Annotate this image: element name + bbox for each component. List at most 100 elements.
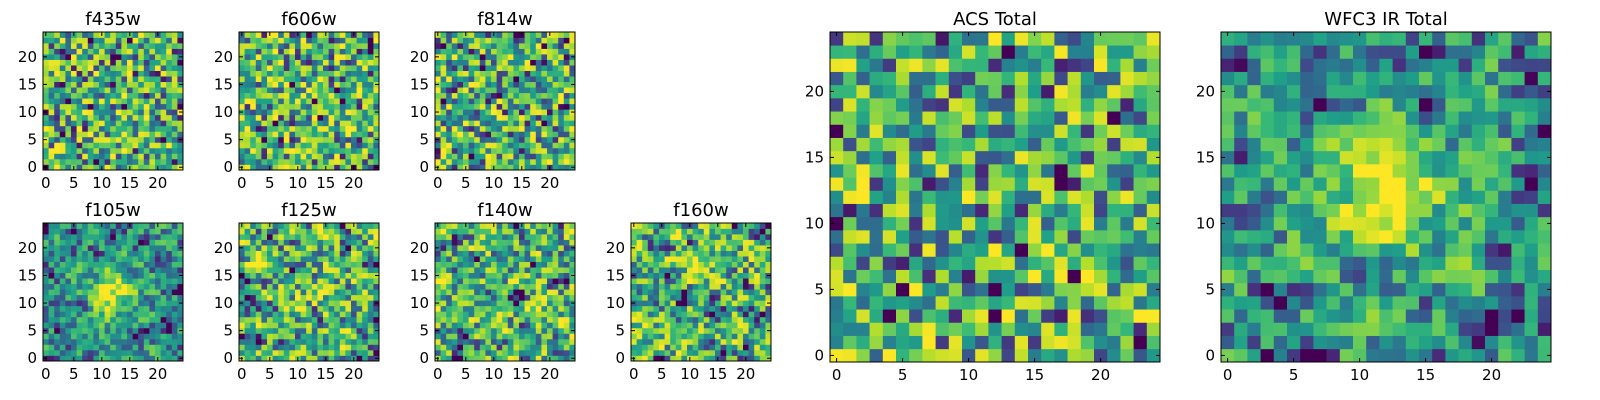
heatmap-cell bbox=[720, 311, 727, 318]
heatmap-cell bbox=[149, 81, 156, 88]
heatmap-cell bbox=[530, 65, 537, 71]
heatmap-cell bbox=[569, 333, 576, 340]
heatmap-cell bbox=[104, 256, 111, 262]
heatmap-cell bbox=[43, 125, 49, 132]
heatmap-cell bbox=[48, 322, 55, 329]
heatmap-cell bbox=[715, 261, 721, 268]
heatmap-cell bbox=[1146, 256, 1161, 270]
heatmap-cell bbox=[547, 322, 553, 329]
heatmap-cell bbox=[54, 147, 61, 154]
heatmap-cell bbox=[283, 54, 290, 60]
heatmap-cell bbox=[143, 294, 150, 301]
heatmap-cell bbox=[48, 87, 55, 94]
heatmap-cell bbox=[1094, 309, 1108, 323]
heatmap-cell bbox=[272, 120, 279, 127]
heatmap-cell bbox=[675, 278, 682, 285]
heatmap-cell bbox=[759, 333, 766, 340]
heatmap-cell bbox=[306, 103, 313, 110]
heatmap-cell bbox=[558, 256, 565, 262]
heatmap-cell bbox=[362, 250, 369, 257]
heatmap-cell bbox=[239, 338, 245, 345]
heatmap-cell bbox=[569, 70, 576, 77]
heatmap-cell bbox=[127, 239, 133, 246]
heatmap-cell bbox=[177, 278, 184, 285]
heatmap-cell bbox=[457, 131, 464, 138]
heatmap-cell bbox=[524, 125, 531, 132]
heatmap-cell bbox=[317, 48, 324, 55]
heatmap-cell bbox=[99, 65, 105, 71]
heatmap-cell bbox=[563, 120, 570, 127]
heatmap-cell bbox=[334, 223, 341, 229]
heatmap-cell bbox=[138, 333, 145, 340]
heatmap-cell bbox=[339, 43, 346, 49]
heatmap-cell bbox=[115, 245, 122, 251]
heatmap-cell bbox=[48, 338, 55, 345]
heatmap-cell bbox=[328, 136, 335, 143]
heatmap-cell bbox=[552, 43, 559, 49]
heatmap-cell bbox=[267, 316, 273, 323]
heatmap-cell bbox=[451, 250, 458, 257]
heatmap-cell bbox=[830, 230, 844, 244]
heatmap-cell bbox=[468, 32, 475, 38]
heatmap-cell bbox=[440, 76, 447, 83]
heatmap-cell bbox=[569, 316, 576, 323]
heatmap-cell bbox=[143, 344, 150, 351]
heatmap-cell bbox=[451, 142, 458, 149]
heatmap-cell bbox=[703, 272, 710, 279]
heatmap-cell bbox=[82, 65, 89, 71]
heatmap-cell bbox=[373, 142, 380, 149]
heatmap-cell bbox=[59, 278, 66, 285]
heatmap-cell bbox=[485, 76, 492, 83]
heatmap-cell bbox=[289, 81, 296, 88]
heatmap-cell bbox=[110, 37, 117, 44]
heatmap-cell bbox=[535, 92, 542, 99]
heatmap-cell bbox=[547, 289, 553, 296]
heatmap-cell bbox=[1028, 190, 1042, 204]
heatmap-cell bbox=[295, 333, 301, 340]
heatmap-cell bbox=[474, 81, 481, 88]
heatmap-cell bbox=[166, 234, 173, 240]
heatmap-cell bbox=[1133, 190, 1148, 204]
heatmap-cell bbox=[65, 349, 72, 356]
heatmap-cell bbox=[323, 142, 329, 149]
heatmap-cell bbox=[143, 92, 150, 99]
heatmap-cell bbox=[563, 87, 570, 94]
heatmap-cell bbox=[317, 355, 324, 362]
heatmap-cell bbox=[323, 283, 329, 290]
heatmap-cell bbox=[345, 289, 352, 296]
heatmap-cell bbox=[552, 59, 559, 66]
heatmap-cell bbox=[48, 37, 55, 44]
heatmap-cell bbox=[93, 98, 100, 105]
heatmap-cell bbox=[149, 114, 156, 121]
heatmap-cell bbox=[267, 344, 273, 351]
heatmap-cell bbox=[127, 158, 133, 165]
heatmap-cell bbox=[547, 37, 553, 44]
heatmap-cell bbox=[278, 65, 285, 71]
heatmap-cell bbox=[1067, 322, 1082, 336]
heatmap-cell bbox=[440, 54, 447, 60]
heatmap-cell bbox=[160, 54, 167, 60]
heatmap-cell bbox=[351, 54, 357, 60]
heatmap-cell bbox=[244, 142, 251, 149]
heatmap-cell bbox=[82, 142, 89, 149]
heatmap-cell bbox=[87, 278, 94, 285]
heatmap-cell bbox=[468, 37, 475, 44]
heatmap-cell bbox=[339, 114, 346, 121]
heatmap-cell bbox=[675, 355, 682, 362]
heatmap-cell bbox=[155, 239, 161, 246]
heatmap-cell bbox=[356, 131, 363, 138]
heatmap-cell bbox=[356, 261, 363, 268]
heatmap-cell bbox=[535, 344, 542, 351]
heatmap-cell bbox=[323, 81, 329, 88]
heatmap-cell bbox=[731, 311, 738, 318]
heatmap-cell bbox=[300, 344, 307, 351]
heatmap-cell bbox=[339, 322, 346, 329]
heatmap-cell bbox=[54, 48, 61, 55]
heatmap-cell bbox=[524, 120, 531, 127]
heatmap-cell bbox=[748, 223, 755, 229]
heatmap-cell bbox=[530, 261, 537, 268]
heatmap-cell bbox=[71, 322, 77, 329]
heatmap-cell bbox=[356, 316, 363, 323]
heatmap-cell bbox=[485, 228, 492, 235]
